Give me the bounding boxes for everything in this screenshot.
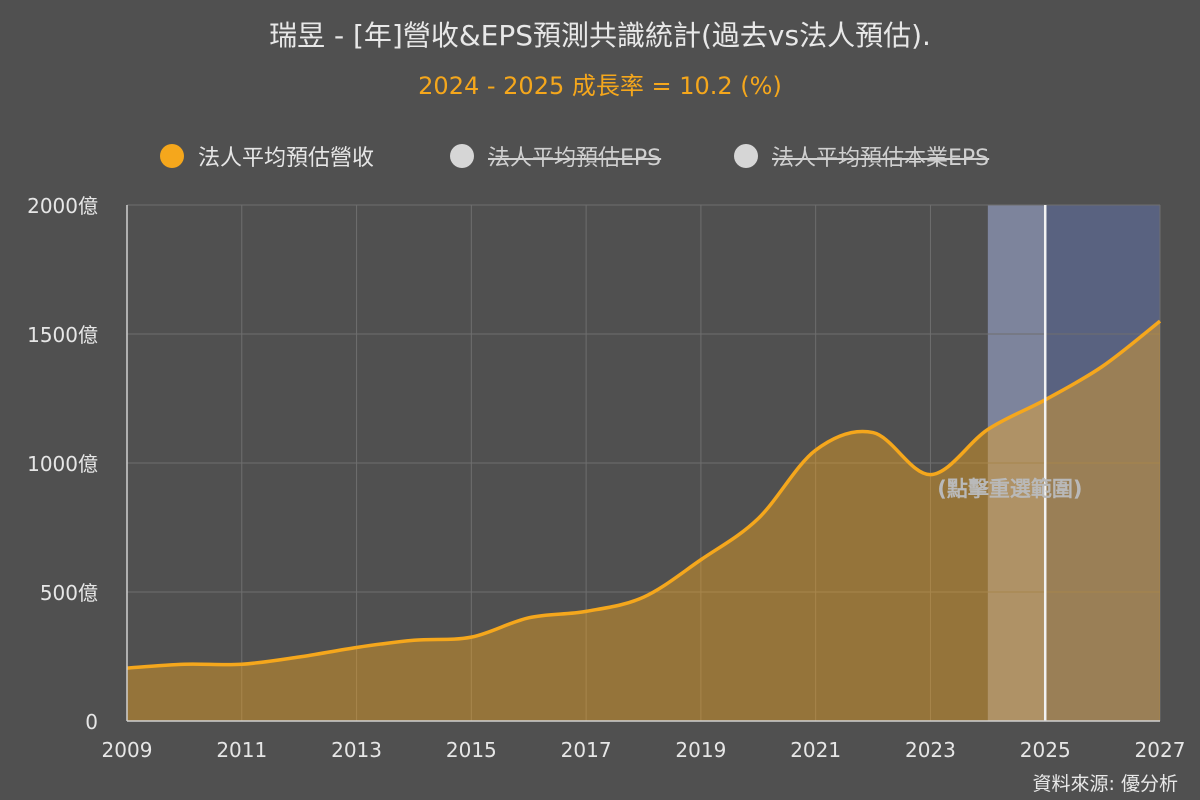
x-tick-label: 2023 xyxy=(905,738,956,762)
data-point-2024 xyxy=(986,427,990,431)
y-tick-label: 1000億 xyxy=(27,452,98,476)
legend-dot-icon xyxy=(160,144,184,168)
series-line xyxy=(126,319,1162,670)
x-tick-label: 2021 xyxy=(790,738,841,762)
y-tick-label: 2000億 xyxy=(27,194,98,218)
data-point-2011 xyxy=(240,662,244,666)
x-tick-label: 2019 xyxy=(675,738,726,762)
x-tick-label: 2027 xyxy=(1135,738,1186,762)
legend-label: 法人平均預估營收 xyxy=(198,146,375,171)
legend: 法人平均預估營收 法人平均預估EPS 法人平均預估本業EPS xyxy=(0,140,1200,174)
x-tick-label: 2017 xyxy=(561,738,612,762)
data-point-2018 xyxy=(642,595,646,599)
data-point-2019 xyxy=(699,558,703,562)
data-point-2013 xyxy=(355,645,359,649)
y-tick-label: 0 xyxy=(85,710,98,734)
series-area xyxy=(127,321,1160,721)
data-point-2020 xyxy=(756,516,760,520)
data-point-2017 xyxy=(584,609,588,613)
x-tick-label: 2011 xyxy=(216,738,267,762)
reset-zoom-button[interactable]: (點擊重選範圍) xyxy=(937,477,1083,501)
data-point-2023 xyxy=(928,473,932,477)
legend-item-eps[interactable]: 法人平均預估EPS xyxy=(450,140,661,172)
legend-dot-icon xyxy=(734,144,758,168)
data-point-2021 xyxy=(814,448,818,452)
chart-title: 瑞昱 - [年]營收&EPS預測共識統計(過去vs法人預估). xyxy=(269,19,931,52)
data-point-2012 xyxy=(297,655,301,659)
chart-subtitle: 2024 - 2025 成長率 = 10.2 (%) xyxy=(418,72,782,100)
data-point-2016 xyxy=(527,616,531,620)
y-tick-label: 1500億 xyxy=(27,323,98,347)
x-tick-label: 2009 xyxy=(102,738,153,762)
data-point-2015 xyxy=(469,635,473,639)
legend-label: 法人平均預估本業EPS xyxy=(772,146,990,171)
x-tick-label: 2015 xyxy=(446,738,497,762)
data-point-2010 xyxy=(182,662,186,666)
data-point-2027 xyxy=(1158,319,1162,323)
y-tick-label: 500億 xyxy=(40,581,98,605)
legend-item-revenue[interactable]: 法人平均預估營收 xyxy=(160,140,374,172)
legend-label: 法人平均預估EPS xyxy=(488,146,662,171)
data-point-2022 xyxy=(871,431,875,435)
x-tick-label: 2025 xyxy=(1020,738,1071,762)
data-point-2026 xyxy=(1101,364,1105,368)
data-source: 資料來源: 優分析 xyxy=(1032,773,1178,795)
x-tick-label: 2013 xyxy=(331,738,382,762)
legend-dot-icon xyxy=(450,144,474,168)
legend-item-core-eps[interactable]: 法人平均預估本業EPS xyxy=(734,140,989,172)
data-point-2014 xyxy=(412,638,416,642)
